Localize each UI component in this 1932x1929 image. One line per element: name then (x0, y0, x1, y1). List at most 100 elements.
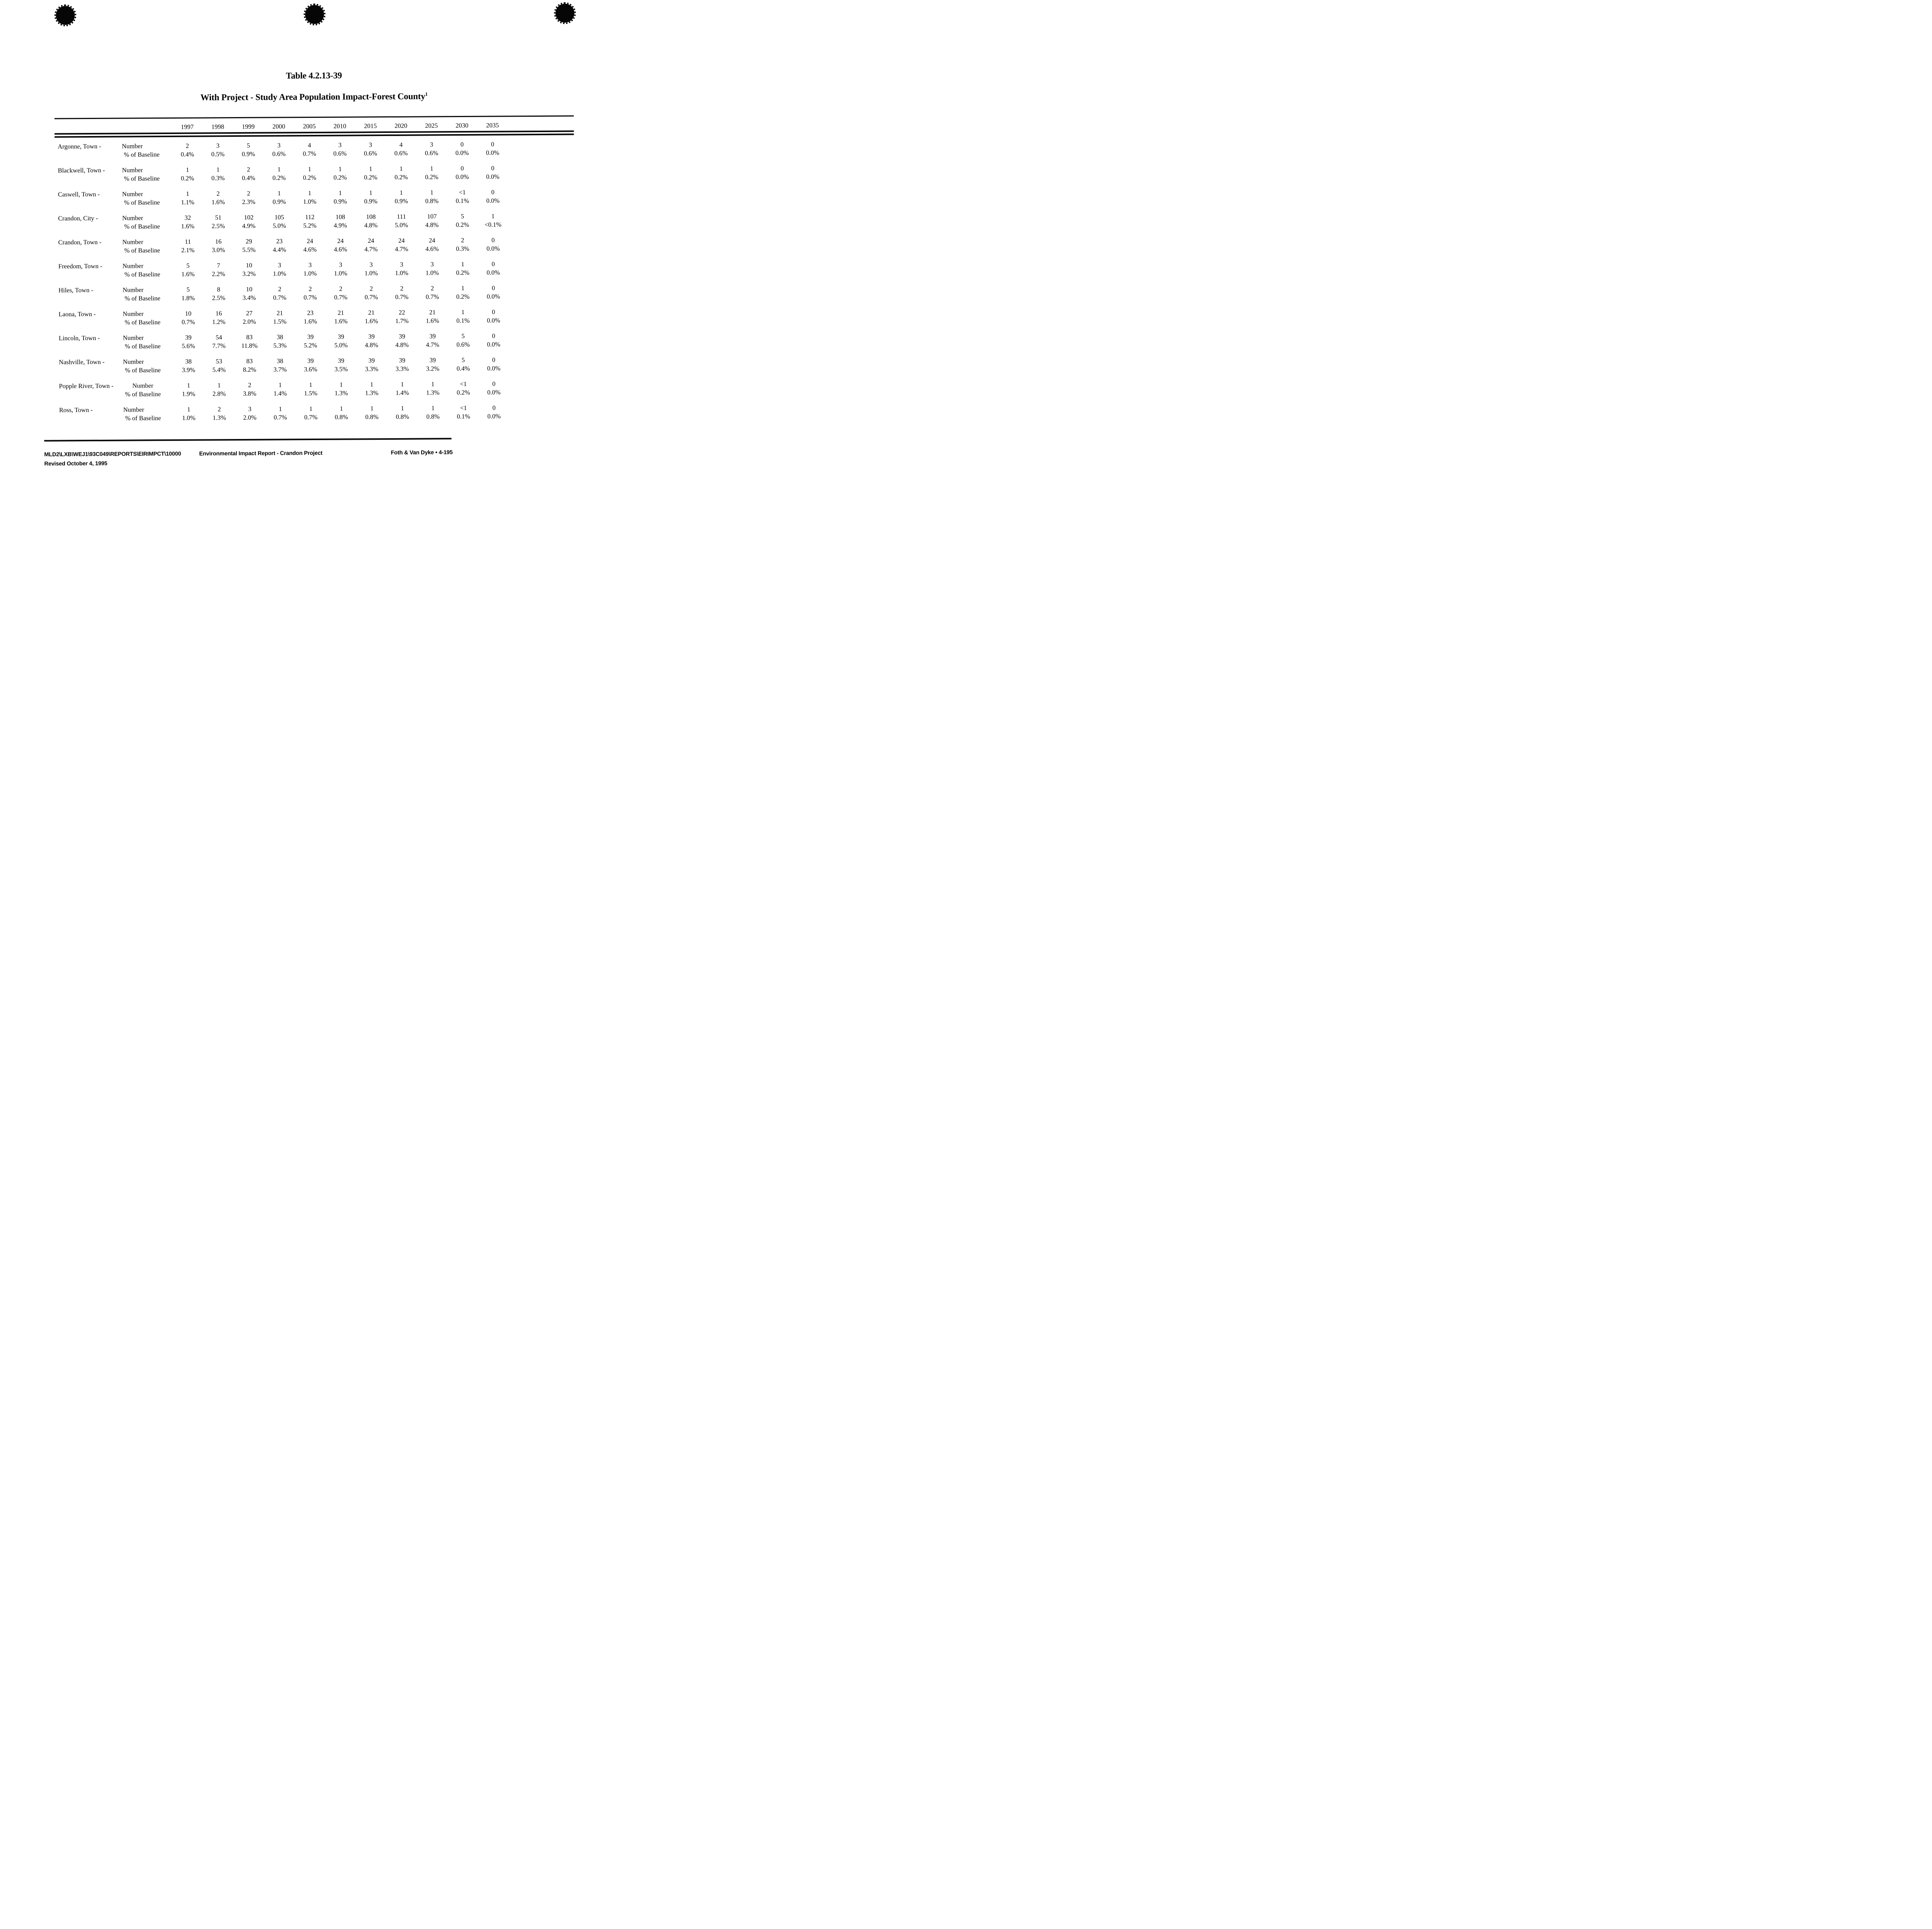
pct-value: 4.7% (395, 245, 408, 253)
number-value: 39 (307, 333, 314, 341)
pct-value: 1.9% (182, 390, 196, 398)
number-value: 0 (491, 140, 495, 148)
number-value: 21 (276, 309, 283, 317)
pct-value: 0.0% (486, 269, 500, 276)
pct-value: 0.6% (333, 150, 347, 157)
number-value: 39 (399, 332, 405, 340)
pct-value: 2.1% (181, 246, 195, 254)
area-label-spacer (58, 199, 122, 207)
number-row-label: Number (122, 238, 143, 246)
number-value: 0 (492, 380, 496, 388)
pct-value: 1.3% (334, 389, 348, 397)
pct-value: 0.6% (394, 149, 408, 157)
pct-row-label: % of Baseline (124, 318, 161, 326)
pct-row-label: % of Baseline (125, 414, 161, 422)
table-row-group: Freedom, Town - Number 5 7 10 3 3 3 3 3 3 1 0% of Ba… (0, 259, 629, 281)
number-value: 38 (277, 357, 284, 365)
pct-value: 0.7% (182, 318, 195, 326)
area-label-spacer (59, 414, 123, 423)
number-value: 39 (368, 357, 375, 364)
area-label: Hiles, Town - (58, 286, 94, 294)
pct-value: 4.6% (425, 245, 439, 253)
pct-value: 1.6% (425, 317, 439, 325)
number-value: 3 (308, 261, 312, 269)
pct-value: 0.9% (272, 198, 286, 206)
number-value: 0 (492, 404, 496, 412)
pct-value: 2.5% (212, 294, 226, 302)
pct-value: 2.0% (243, 413, 257, 421)
pct-value: 1.0% (303, 197, 316, 206)
footer-firm-page-number: Foth & Van Dyke • 4-195 (391, 449, 453, 456)
pct-value: 0.1% (456, 316, 470, 325)
number-value: 11 (185, 238, 191, 245)
pct-value: 0.0% (486, 149, 500, 156)
number-value: 102 (244, 213, 254, 221)
pct-value: 1.0% (395, 269, 408, 277)
area-label: Nashville, Town - (59, 358, 105, 366)
number-row-label: Number (122, 166, 143, 174)
number-value: 3 (216, 142, 220, 150)
pct-value: 4.4% (273, 246, 286, 253)
pct-value: 1.6% (211, 198, 225, 206)
number-row-label: Number (123, 358, 144, 366)
scanned-document-page: Table 4.2.13-39 With Project - Study Are… (0, 0, 631, 484)
number-row-label: Number (122, 214, 143, 222)
pct-value: 3.3% (395, 365, 409, 373)
number-value: <1 (460, 404, 467, 412)
number-value: 5 (461, 332, 465, 340)
pct-value: 0.3% (211, 174, 225, 182)
pct-value: 0.8% (425, 197, 439, 205)
number-value: 1 (187, 381, 190, 389)
number-row-label: Number (122, 310, 144, 318)
number-value: 2 (400, 284, 403, 292)
pct-value: 0.0% (487, 364, 501, 372)
area-label-spacer (59, 366, 123, 375)
pct-value: 1.2% (212, 318, 226, 326)
number-value: 1 (399, 165, 403, 172)
table-row-group: Hiles, Town - Number 5 8 10 2 2 2 2 2 2 1 0% of Base… (0, 283, 629, 304)
number-value: 0 (492, 260, 495, 268)
pct-value: 0.7% (303, 293, 317, 301)
pct-value: 0.2% (333, 174, 347, 181)
area-label: Ross, Town - (59, 406, 93, 414)
pct-value: 2.0% (243, 318, 256, 325)
pct-value: 0.1% (457, 412, 470, 420)
pct-value: 0.8% (335, 413, 348, 421)
pct-value: 0.9% (333, 197, 347, 205)
pct-row-label: % of Baseline (124, 270, 160, 278)
pct-row-label: % of Baseline (124, 294, 161, 302)
table-row-group: Lincoln, Town - Number 39 54 83 38 39 39 39 39 39 5… (1, 331, 630, 352)
pct-value: 4.9% (242, 222, 256, 230)
number-value: 1 (339, 381, 343, 388)
pct-row-label: % of Baseline (125, 366, 161, 374)
number-value: 21 (368, 309, 375, 316)
pct-value: 5.3% (273, 342, 287, 349)
number-value: 105 (274, 213, 284, 221)
pct-value: 0.0% (486, 316, 500, 324)
number-value: 24 (306, 237, 313, 245)
number-value: 16 (215, 310, 222, 317)
number-value: 2 (216, 190, 220, 197)
number-value: 1 (369, 165, 372, 173)
table-body: Argonne, Town - Number 2 3 5 3 4 3 3 4 3 0 0% of Bas… (0, 0, 631, 484)
pct-value: 1.6% (181, 222, 195, 230)
pct-value: 4.8% (395, 341, 409, 349)
pct-value: 0.2% (181, 174, 194, 182)
number-value: 1 (430, 165, 434, 172)
pct-value: 1.0% (334, 269, 347, 277)
table-row-group: Argonne, Town - Number 2 3 5 3 4 3 3 4 3 0 0 % of Bas… (0, 139, 629, 161)
number-value: 0 (460, 164, 464, 172)
number-value: 10 (246, 261, 252, 269)
pct-value: 1.0% (425, 269, 439, 277)
number-value: 16 (215, 238, 222, 245)
pct-value: 0.8% (426, 413, 440, 420)
area-label: Blackwell, Town - (58, 166, 105, 174)
pct-value: 0.6% (272, 150, 286, 158)
pct-value: 2.8% (212, 390, 226, 398)
pct-value: 0.0% (455, 149, 469, 157)
number-value: 3 (278, 261, 281, 269)
pct-row-label: % of Baseline (125, 390, 161, 398)
pct-value: 0.0% (487, 388, 501, 396)
number-value: 3 (277, 141, 281, 149)
number-value: 0 (491, 236, 495, 244)
